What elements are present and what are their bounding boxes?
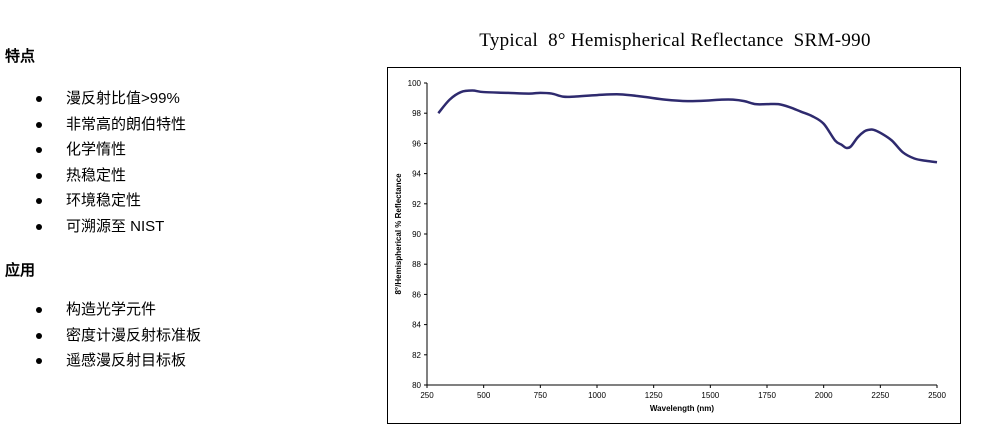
- bullet-icon: [36, 147, 42, 153]
- x-tick-label: 1250: [645, 391, 663, 400]
- application-item-label: 密度计漫反射标准板: [66, 326, 202, 344]
- application-item: 遥感漫反射目标板: [36, 348, 201, 374]
- y-tick-label: 92: [412, 200, 421, 209]
- bullet-icon: [36, 172, 42, 179]
- features-list: 漫反射比值>99% 非常高的朗伯特性 化学惰性热稳定性环境稳定性可溯源至 NIST: [36, 86, 186, 239]
- feature-item: 可溯源至 NIST: [36, 214, 186, 240]
- x-tick-label: 2000: [815, 391, 833, 400]
- x-tick-label: 750: [534, 391, 548, 400]
- y-tick-label: 96: [412, 139, 421, 148]
- bullet-icon: [36, 307, 42, 313]
- bullet-icon: [36, 96, 42, 102]
- feature-item-label: 热稳定性: [66, 166, 127, 184]
- y-tick-label: 98: [412, 109, 421, 118]
- y-tick-label: 86: [412, 290, 421, 299]
- application-item: 密度计漫反射标准板: [36, 323, 201, 349]
- bullet-icon: [36, 332, 42, 339]
- y-axis-title: 8°/Hemispherical % Reflectance: [394, 173, 403, 295]
- feature-item: 热稳定性: [36, 163, 186, 189]
- chart-title: Typical 8° Hemispherical Reflectance SRM…: [479, 30, 871, 51]
- bullet-icon: [36, 358, 42, 364]
- y-tick-label: 90: [412, 230, 421, 239]
- y-tick-label: 88: [412, 260, 421, 269]
- x-axis-title: Wavelength (nm): [650, 404, 714, 413]
- feature-item-label: 漫反射比值>99%: [66, 90, 180, 107]
- x-tick-label: 2500: [928, 391, 946, 400]
- applications-heading: 应用: [5, 262, 36, 279]
- x-tick-label: 1750: [758, 391, 776, 400]
- bullet-icon: [36, 223, 42, 230]
- feature-item-label: 非常高的朗伯特性: [66, 115, 187, 133]
- feature-item: 漫反射比值>99%: [36, 86, 186, 112]
- application-item-label: 构造光学元件: [66, 301, 157, 318]
- feature-item-label: 可溯源至 NIST: [66, 217, 165, 235]
- feature-item: 非常高的朗伯特性: [36, 112, 186, 138]
- y-tick-label: 84: [412, 321, 421, 330]
- reflectance-chart: 80 82 84 86 88 90 92 94 96 98 100 250 500 750 1000 1250…: [394, 79, 946, 413]
- x-tick-label: 500: [477, 391, 491, 400]
- y-tick-label: 94: [412, 170, 421, 179]
- application-item: 构造光学元件: [36, 297, 201, 323]
- application-item-label: 遥感漫反射目标板: [66, 352, 187, 369]
- y-tick-label: 82: [412, 351, 421, 360]
- y-tick-label: 100: [408, 79, 422, 88]
- chart-frame: 80 82 84 86 88 90 92 94 96 98 100 250 500 750 1000 1250…: [387, 67, 961, 424]
- features-heading: 特点: [5, 48, 36, 65]
- feature-item-label: 化学惰性: [66, 141, 127, 158]
- x-tick-label: 1000: [588, 391, 606, 400]
- x-tick-label: 250: [420, 391, 434, 400]
- feature-item: 化学惰性: [36, 137, 186, 163]
- x-tick-label: 2250: [871, 391, 889, 400]
- applications-list: 构造光学元件密度计漫反射标准板 遥感漫反射目标板: [36, 297, 201, 374]
- bullet-icon: [36, 121, 42, 128]
- feature-item-label: 环境稳定性: [66, 192, 142, 209]
- reflectance-line: [437, 89, 938, 164]
- x-tick-label: 1500: [701, 391, 719, 400]
- bullet-icon: [36, 198, 42, 204]
- y-tick-label: 80: [412, 381, 421, 390]
- feature-item: 环境稳定性: [36, 188, 186, 214]
